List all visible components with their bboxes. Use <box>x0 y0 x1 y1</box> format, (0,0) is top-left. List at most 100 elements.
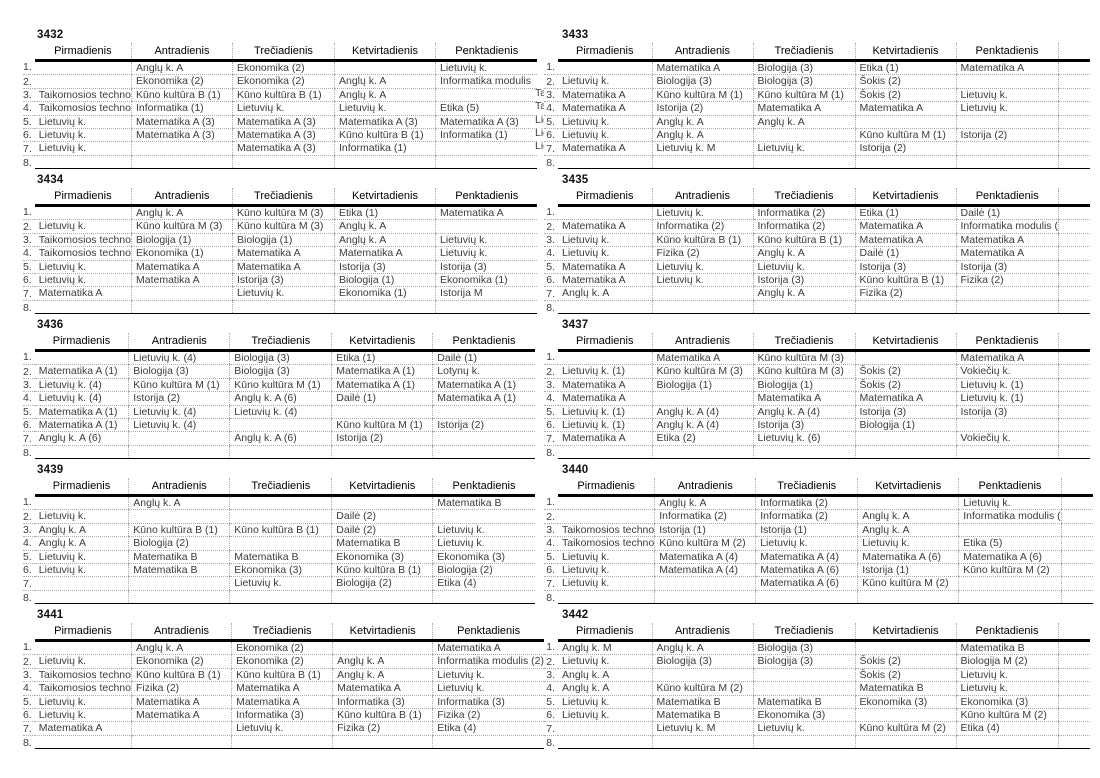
schedule-cell <box>434 219 538 234</box>
day-header-1: Pirmadienis <box>34 623 132 642</box>
schedule-cell: Fizika (2) <box>432 708 544 723</box>
lesson-row: 8. <box>544 155 1090 169</box>
schedule-cell <box>752 128 855 143</box>
schedule-cell: Kūno kultūra B (1) <box>231 668 333 683</box>
schedule-cell: Biologija (3) <box>651 74 753 89</box>
schedule-cell: Kūno kultūra B (1) <box>332 708 433 723</box>
schedule-cell: Matematika A (6) <box>958 550 1062 565</box>
row-number: 3. <box>544 233 558 248</box>
schedule-cell: Matematika A <box>955 60 1058 76</box>
schedule-cell: Fizika (2) <box>332 721 433 736</box>
schedule-cell: Ekonomika (2) <box>231 74 335 89</box>
row-number: 6. <box>23 273 35 288</box>
schedule-cell: Lietuvių k. <box>34 219 132 234</box>
clipped-extra-column-header <box>1060 478 1094 497</box>
schedule-cell <box>854 300 956 314</box>
clipped-overflow-text: Lie <box>535 140 544 153</box>
timetable-grid: Pirmadienis Antradienis Trečiadienis Ketvir… <box>23 43 538 169</box>
schedule-cell: Biologija (3) <box>128 364 230 379</box>
schedule-cell: Lietuvių k. <box>955 668 1058 683</box>
row-number: 3. <box>544 378 558 393</box>
schedule-cell: Biologija (2) <box>331 576 433 591</box>
lesson-row: 4. Matematika A Istorija (2) Matematika A Ma… <box>544 101 1090 116</box>
schedule-cell: Lietuvių k. <box>231 721 333 736</box>
row-number: 8. <box>546 156 555 169</box>
day-header-4: Ketvirtadienis <box>332 623 433 642</box>
clipped-extra-cell <box>1057 260 1091 275</box>
lesson-row: 7. Matematika A Etika (2) Lietuvių k. (6) Vo… <box>544 431 1090 446</box>
row-number: 4. <box>544 536 558 551</box>
schedule-cell: Istorija (2) <box>128 391 230 406</box>
lesson-row: 4. Taikomosios techno Informatika (1) Lietu… <box>23 101 538 116</box>
row-number: 5. <box>544 550 558 565</box>
schedule-cell: Matematika A (4) <box>654 563 756 578</box>
schedule-cell: Lietuvių k. M <box>651 721 753 736</box>
schedule-cell: Matematika A <box>434 205 538 221</box>
timetable-title: 3441 <box>37 609 64 621</box>
lesson-row: 6. Lietuvių k. Anglų k. A Kūno kultūra M (1… <box>544 128 1090 143</box>
schedule-cell: Fizika (2) <box>854 286 956 301</box>
schedule-cell <box>434 141 538 156</box>
lesson-row: 3. Taikomosios techno Istorija (1) Istorija… <box>544 523 1094 538</box>
schedule-cell: Kūno kultūra M (2) <box>958 563 1062 578</box>
lesson-row: 4. Matematika A Matematika A Matematika A Li… <box>544 391 1090 406</box>
schedule-cell: Ekonomika (2) <box>130 654 232 669</box>
schedule-cell: Matematika A <box>231 695 333 710</box>
clipped-extra-cell <box>1057 155 1090 169</box>
schedule-cell: Informatika modulis ( <box>955 219 1059 234</box>
lesson-row: 5. Lietuvių k. Matematika B Matematika B Eko… <box>544 695 1090 710</box>
schedule-cell: Matematika A <box>558 101 652 116</box>
lesson-row: 1. Matematika A Biologija (3) Etika (1) Mate… <box>544 60 1090 76</box>
schedule-cell <box>857 495 959 511</box>
day-header-row: Pirmadienis Antradienis Trečiadienis Ketvir… <box>23 623 544 642</box>
schedule-cell: Lietuvių k. <box>955 88 1058 103</box>
clipped-extra-cell <box>1060 495 1094 511</box>
timetable-title: 3434 <box>37 174 64 186</box>
day-header-4: Ketvirtadienis <box>331 478 433 497</box>
schedule-cell <box>34 640 132 656</box>
schedule-cell: Ekonomika (3) <box>752 708 855 723</box>
schedule-cell <box>958 590 1062 604</box>
clipped-extra-cell <box>1060 590 1094 604</box>
schedule-cell <box>752 155 855 169</box>
clipped-extra-cell <box>1060 550 1094 565</box>
schedule-cell: Informatika (3) <box>332 695 433 710</box>
lesson-row: 6. Matematika A Lietuvių k. Istorija (3) Kūn… <box>544 273 1091 288</box>
row-number: 2. <box>23 219 35 234</box>
row-number: 2. <box>23 364 35 379</box>
schedule-cell: Ekonomika (1) <box>434 273 538 288</box>
schedule-cell: Lietuvių k. (4) <box>128 418 230 433</box>
schedule-cell: Taikomosios techno <box>558 523 655 538</box>
lesson-row: 4. Taikomosios techno Kūno kultūra M (2) Li… <box>544 536 1094 551</box>
schedule-cell: Taikomosios techno <box>34 101 132 116</box>
schedule-cell: Anglų k. A <box>332 668 433 683</box>
schedule-cell: Kūno kultūra B (1) <box>229 523 332 538</box>
schedule-cell: Informatika (2) <box>755 495 858 511</box>
schedule-cell: Matematika A <box>558 141 652 156</box>
row-number: 6. <box>544 273 558 288</box>
timetable-title: 3436 <box>37 319 64 331</box>
schedule-cell: Lietuvių k. (1) <box>558 405 652 420</box>
timetable-title: 3440 <box>562 464 589 476</box>
day-header-row: Pirmadienis Antradienis Trečiadienis Ketvir… <box>23 43 538 62</box>
schedule-cell: Lietuvių k. <box>857 536 959 551</box>
schedule-cell <box>558 350 652 366</box>
schedule-cell: Matematika A (3) <box>231 128 335 143</box>
schedule-cell: Matematika A <box>558 260 652 275</box>
schedule-cell: Anglų k. A <box>333 74 436 89</box>
schedule-cell: Taikomosios techno <box>34 668 132 683</box>
row-number: 2. <box>544 509 558 524</box>
row-number: 5. <box>23 260 35 275</box>
schedule-cell: Lietuvių k. <box>558 576 655 591</box>
day-header-5: Penktadienis <box>432 623 544 642</box>
day-header-2: Antradienis <box>128 333 230 352</box>
lesson-row: 6. Lietuvių k. Matematika A (4) Matematika … <box>544 563 1094 578</box>
schedule-cell: Lietuvių k. (1) <box>955 391 1058 406</box>
row-number: 6. <box>544 563 558 578</box>
schedule-cell: Matematika A (6) <box>857 550 959 565</box>
day-header-2: Antradienis <box>654 478 756 497</box>
lesson-row: 4. Lietuvių k. (4) Istorija (2) Anglų k. A … <box>23 391 535 406</box>
schedule-cell: Anglų k. A <box>752 115 855 130</box>
schedule-cell: Biologija (3) <box>752 640 855 656</box>
day-header-1: Pirmadienis <box>558 333 652 352</box>
